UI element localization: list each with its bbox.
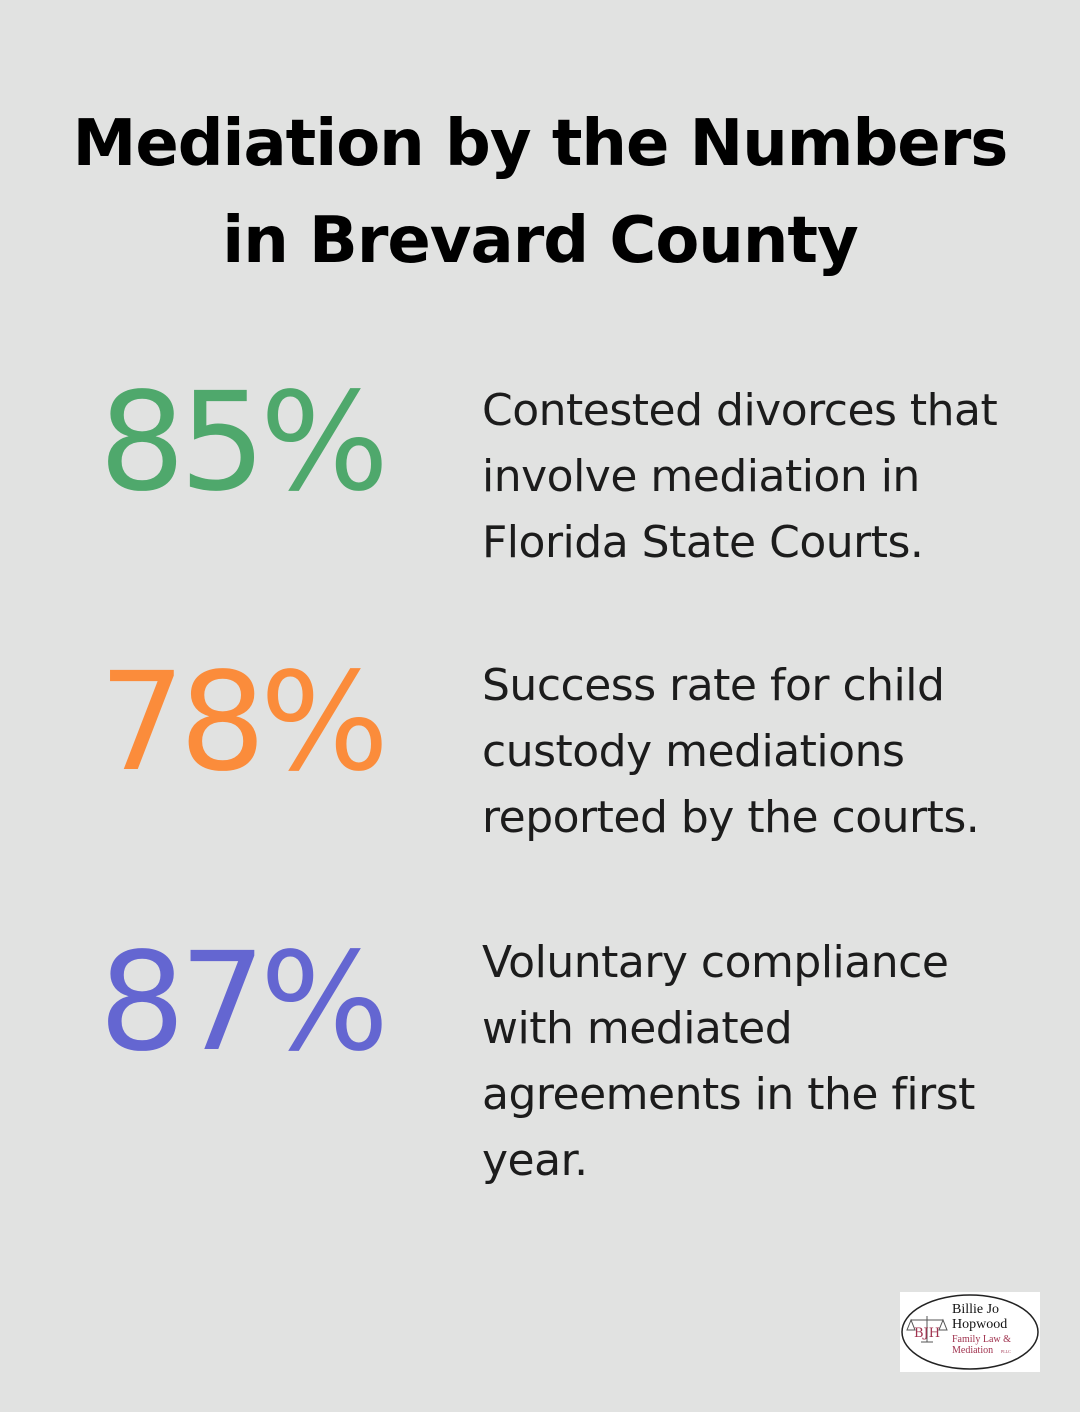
- stat-description-3-line-4: year.: [482, 1135, 588, 1186]
- stat-description-1-line-2: involve mediation in: [482, 451, 920, 502]
- stat-description-3: Voluntary compliance with mediated agree…: [482, 930, 1022, 1194]
- logo-sub-line-2: Mediation: [952, 1345, 993, 1356]
- page-title: Mediation by the Numbers in Brevard Coun…: [0, 96, 1080, 290]
- stat-value-1: 85%: [98, 364, 389, 522]
- logo-sub-line-1: Family Law &: [952, 1334, 1011, 1345]
- logo-suffix: PLLC: [1001, 1349, 1011, 1354]
- stat-description-2-line-1: Success rate for child: [482, 660, 945, 711]
- stat-description-2-line-3: reported by the courts.: [482, 792, 980, 843]
- firm-logo: BJH Billie Jo Hopwood Family Law & Media…: [900, 1292, 1040, 1372]
- stat-description-1: Contested divorces that involve mediatio…: [482, 378, 1022, 576]
- scales-of-justice-icon: [906, 1316, 948, 1343]
- logo-name-line-2: Hopwood: [952, 1317, 1007, 1332]
- stat-description-3-line-2: with mediated: [482, 1003, 793, 1054]
- stat-description-3-line-3: agreements in the first: [482, 1069, 975, 1120]
- stat-description-3-line-1: Voluntary compliance: [482, 937, 949, 988]
- stat-description-2-line-2: custody mediations: [482, 726, 905, 777]
- page-title-line-2: in Brevard County: [222, 204, 858, 278]
- stat-value-3: 87%: [98, 924, 389, 1082]
- page-title-line-1: Mediation by the Numbers: [72, 107, 1009, 181]
- firm-logo-graphic: BJH Billie Jo Hopwood Family Law & Media…: [901, 1294, 1039, 1370]
- logo-ellipse: [901, 1294, 1039, 1370]
- stat-description-2: Success rate for child custody mediation…: [482, 653, 1022, 851]
- logo-name-line-1: Billie Jo: [952, 1302, 999, 1317]
- stat-description-1-line-1: Contested divorces that: [482, 385, 998, 436]
- stat-description-1-line-3: Florida State Courts.: [482, 517, 924, 568]
- logo-monogram: BJH: [914, 1326, 940, 1341]
- stat-value-2: 78%: [98, 644, 389, 802]
